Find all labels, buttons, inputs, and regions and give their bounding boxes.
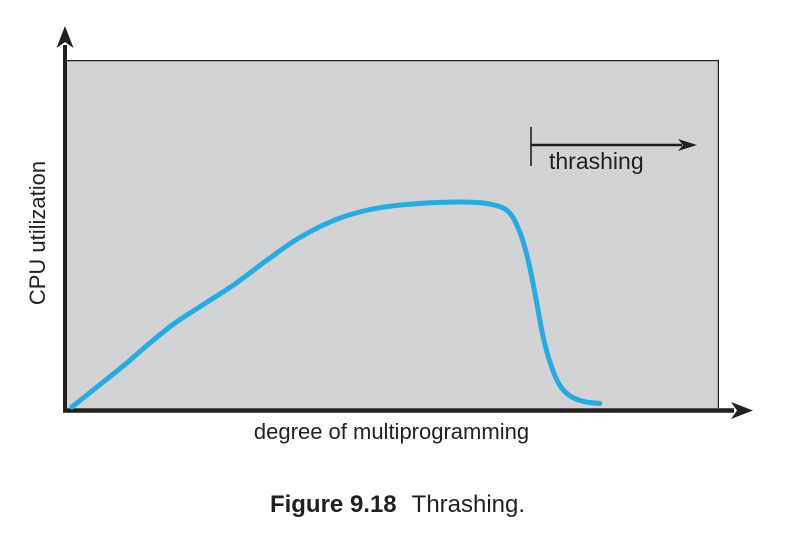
- x-axis-arrow-icon: [731, 402, 753, 419]
- plot-area: [64, 60, 719, 408]
- figure-caption: Figure 9.18 Thrashing.: [0, 493, 795, 517]
- y-axis-arrow-icon: [56, 26, 74, 48]
- x-axis-title: degree of multiprogramming: [253, 419, 530, 444]
- y-axis-title: CPU utilization: [25, 160, 50, 306]
- figure-caption-number: Figure 9.18: [269, 491, 397, 518]
- thrashing-arrowhead-icon: [678, 139, 697, 151]
- cpu-utilization-curve: [69, 199, 603, 410]
- plot-area-border: [64, 60, 719, 408]
- figure-caption-title: Thrashing.: [411, 491, 526, 518]
- thrashing-annotation-label: thrashing: [549, 148, 644, 174]
